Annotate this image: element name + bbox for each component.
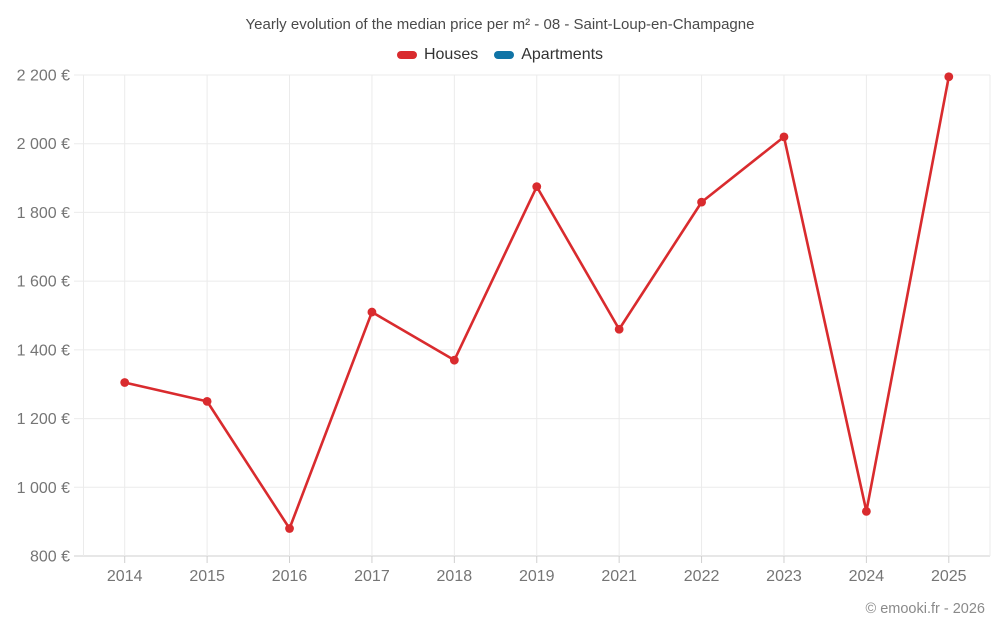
chart-legend: Houses Apartments xyxy=(0,46,1000,64)
copyright-footer: © emooki.fr - 2026 xyxy=(865,601,985,617)
x-axis-tick-label: 2018 xyxy=(437,568,473,585)
x-axis-tick-label: 2016 xyxy=(272,568,308,585)
x-axis-tick-label: 2022 xyxy=(684,568,720,585)
data-point-houses-2019[interactable] xyxy=(532,182,542,192)
data-point-houses-2025[interactable] xyxy=(944,72,954,82)
y-axis-tick-label: 1 000 € xyxy=(17,480,70,497)
x-axis-tick-label: 2021 xyxy=(601,568,637,585)
legend-marker-apartments-icon xyxy=(494,51,515,59)
data-point-houses-2017[interactable] xyxy=(367,307,377,317)
x-axis-tick-label: 2024 xyxy=(849,568,885,585)
x-axis-tick-label: 2015 xyxy=(189,568,225,585)
data-point-houses-2014[interactable] xyxy=(120,378,130,387)
y-axis-tick-label: 2 000 € xyxy=(17,136,70,153)
legend-item-houses[interactable]: Houses xyxy=(396,46,479,64)
data-point-houses-2022[interactable] xyxy=(697,197,706,207)
x-axis-tick-label: 2019 xyxy=(519,568,555,585)
legend-marker-houses-icon xyxy=(396,51,417,59)
x-axis-tick-label: 2014 xyxy=(107,568,143,585)
data-point-houses-2021[interactable] xyxy=(614,324,624,334)
y-axis-tick-label: 1 800 € xyxy=(17,205,70,222)
x-axis-tick-label: 2023 xyxy=(766,568,802,585)
legend-label-apartments: Apartments xyxy=(521,46,604,63)
y-axis-tick-label: 1 600 € xyxy=(17,274,70,291)
legend-item-apartments[interactable]: Apartments xyxy=(494,46,603,64)
y-axis-tick-label: 800 € xyxy=(30,549,70,566)
y-axis-tick-label: 1 400 € xyxy=(17,342,70,359)
y-axis-tick-label: 1 200 € xyxy=(17,411,70,428)
y-axis-tick-label: 2 200 € xyxy=(17,68,70,85)
x-axis-tick-label: 2025 xyxy=(931,568,967,585)
data-point-houses-2015[interactable] xyxy=(202,396,212,406)
chart-title: Yearly evolution of the median price per… xyxy=(245,16,755,33)
legend-label-houses: Houses xyxy=(423,46,479,63)
data-point-houses-2016[interactable] xyxy=(285,524,294,533)
data-point-houses-2023[interactable] xyxy=(779,132,789,142)
data-point-houses-2018[interactable] xyxy=(449,355,459,365)
data-point-houses-2024[interactable] xyxy=(861,506,871,516)
x-axis-tick-label: 2017 xyxy=(354,568,390,585)
